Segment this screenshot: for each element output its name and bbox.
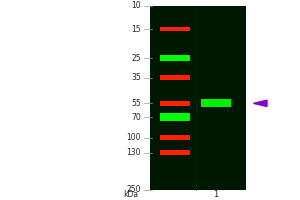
Bar: [160, 27, 190, 31]
Bar: [160, 55, 190, 61]
Text: 35: 35: [131, 73, 141, 82]
Text: 130: 130: [127, 148, 141, 157]
Bar: [150, 6, 246, 190]
Text: 1: 1: [213, 190, 219, 199]
Text: 10: 10: [131, 1, 141, 10]
Bar: [160, 135, 190, 140]
Text: 15: 15: [131, 25, 141, 34]
Bar: [160, 113, 190, 121]
Bar: [160, 101, 190, 106]
Text: 25: 25: [131, 54, 141, 63]
Text: 250: 250: [127, 185, 141, 194]
Text: kDa: kDa: [123, 190, 138, 199]
Text: 100: 100: [127, 133, 141, 142]
Bar: [201, 99, 231, 107]
Bar: [160, 150, 190, 155]
Text: 70: 70: [131, 113, 141, 122]
Text: 55: 55: [131, 99, 141, 108]
Polygon shape: [254, 100, 267, 107]
Bar: [160, 75, 190, 80]
